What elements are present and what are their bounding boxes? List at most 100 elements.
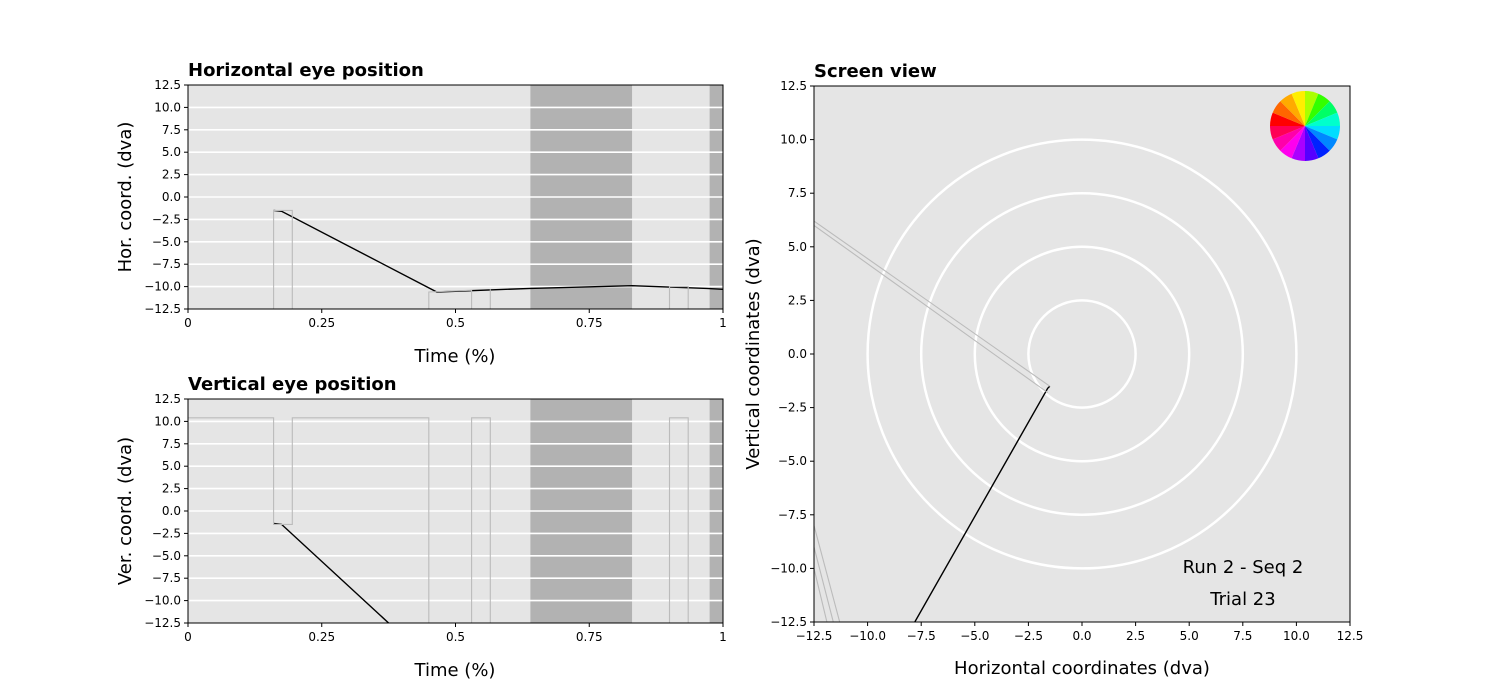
gaze-trace <box>914 385 1051 622</box>
reference-trace <box>814 220 1051 387</box>
y-tick-label: 7.5 <box>162 437 181 451</box>
color-wheel-slice <box>1305 126 1330 159</box>
reference-trace <box>814 224 1049 394</box>
grid-lines <box>188 420 723 602</box>
y-tick-label: −2.5 <box>778 401 807 415</box>
vertical-eye-position-panel: Vertical eye position 12.510.07.55.02.50… <box>115 374 727 681</box>
x-tick-label: 0.5 <box>446 630 465 644</box>
y-tick-label: −7.5 <box>152 257 181 271</box>
y-tick-label: 0.0 <box>162 504 181 518</box>
trial-annotation: Trial 23 <box>1209 589 1275 610</box>
x-tick-label: 2.5 <box>1126 629 1145 643</box>
target-circle <box>919 191 1245 517</box>
y-axis-label: Vertical coordinates (dva) <box>743 238 764 469</box>
chart-title: Screen view <box>814 61 937 82</box>
plot-frame <box>187 398 724 624</box>
x-tick-label: −10.0 <box>849 629 886 643</box>
y-tick-label: 10.0 <box>780 133 807 147</box>
target-circle <box>866 138 1298 570</box>
series-lines <box>273 209 723 309</box>
color-wheel-slice <box>1291 126 1305 161</box>
color-wheel-slice <box>1272 101 1305 126</box>
y-tick-label: −5.0 <box>152 235 181 249</box>
grid-lines <box>188 106 723 288</box>
color-wheel-slice <box>1270 112 1305 126</box>
x-tick-label: 0.5 <box>446 316 465 330</box>
x-axis-label: Horizontal coordinates (dva) <box>954 658 1210 679</box>
y-tick-label: −12.5 <box>144 302 181 316</box>
x-tick-label: 0.0 <box>1072 629 1091 643</box>
chart-title: Vertical eye position <box>188 374 397 395</box>
x-axis-label: Time (%) <box>414 346 496 367</box>
reference-trace <box>273 209 293 309</box>
x-tick-label: 0.25 <box>308 630 335 644</box>
y-tick-label: 10.0 <box>154 100 181 114</box>
color-wheel-slice <box>1291 91 1305 126</box>
target-circles <box>866 138 1298 570</box>
y-tick-label: 7.5 <box>162 123 181 137</box>
screen-view-panel: Screen view 12.5 10.0 7.5 5.0 2.5 0.0 −2.5 −5.0… <box>743 61 1363 679</box>
y-tick-label: −10.0 <box>144 280 181 294</box>
x-axis-label: Time (%) <box>414 660 496 681</box>
x-ticks: 0 0.25 0.5 0.75 1 <box>184 623 727 644</box>
reference-trace <box>814 525 841 622</box>
color-wheel-slice <box>1305 126 1340 140</box>
gaze-trace <box>273 209 723 293</box>
y-tick-label: 5.0 <box>162 459 181 473</box>
color-wheel-slice <box>1280 93 1305 126</box>
x-tick-label: −2.5 <box>1014 629 1043 643</box>
y-tick-label: 12.5 <box>154 392 181 406</box>
y-tick-label: 0.0 <box>162 190 181 204</box>
x-tick-label: 5.0 <box>1180 629 1199 643</box>
y-tick-label: −12.5 <box>144 616 181 630</box>
y-tick-label: −2.5 <box>152 526 181 540</box>
y-tick-label: 2.5 <box>162 168 181 182</box>
x-tick-label: 0.75 <box>576 630 603 644</box>
y-ticks: 12.5 10.0 7.5 5.0 2.5 0.0 −2.5 −5.0 −7.5 −10.0 −12… <box>144 392 188 630</box>
x-tick-label: 0 <box>184 316 192 330</box>
chart-title: Horizontal eye position <box>188 60 424 81</box>
series-lines <box>188 417 689 623</box>
y-tick-label: 0.0 <box>788 347 807 361</box>
x-ticks: −12.5 −10.0 −7.5 −5.0 −2.5 0.0 2.5 5.0 7.5 10.0 12… <box>796 622 1363 643</box>
plot-frame <box>813 85 1351 623</box>
y-tick-label: 7.5 <box>788 186 807 200</box>
y-ticks: 12.5 10.0 7.5 5.0 2.5 0.0 −2.5 −5.0 −7.5 −10.0 −12… <box>144 78 188 316</box>
y-tick-label: −12.5 <box>770 615 807 629</box>
x-tick-label: 1 <box>719 316 727 330</box>
color-wheel-icon <box>1270 91 1340 161</box>
y-tick-label: −10.0 <box>144 594 181 608</box>
x-tick-label: 0.75 <box>576 316 603 330</box>
horizontal-eye-position-panel: Horizontal eye position 12.510.07.55.02.… <box>115 60 727 367</box>
color-wheel-slice <box>1305 126 1338 151</box>
y-tick-label: 10.0 <box>154 414 181 428</box>
reference-trace <box>428 289 473 309</box>
y-axis-label: Ver. coord. (dva) <box>115 437 136 585</box>
y-tick-label: −7.5 <box>152 571 181 585</box>
reference-trace <box>188 417 689 623</box>
gaze-trace-lines <box>814 220 1051 622</box>
x-tick-label: 7.5 <box>1233 629 1252 643</box>
x-tick-label: 1 <box>719 630 727 644</box>
y-tick-label: 2.5 <box>162 482 181 496</box>
color-wheel-slice <box>1272 126 1305 151</box>
plot-frame <box>187 84 724 310</box>
color-wheel-slice <box>1305 126 1319 161</box>
target-circle <box>973 245 1191 463</box>
x-tick-label: −7.5 <box>907 629 936 643</box>
color-wheel-slice <box>1270 126 1305 140</box>
y-tick-label: 12.5 <box>154 78 181 92</box>
reference-trace <box>814 546 834 622</box>
y-tick-label: 5.0 <box>162 145 181 159</box>
color-wheel-slice <box>1305 112 1340 126</box>
y-tick-label: −2.5 <box>152 212 181 226</box>
x-tick-label: 0 <box>184 630 192 644</box>
y-tick-label: 2.5 <box>788 293 807 307</box>
color-wheel-slice <box>1305 101 1338 126</box>
y-tick-label: −7.5 <box>778 508 807 522</box>
reference-trace <box>814 568 828 622</box>
x-tick-label: −5.0 <box>960 629 989 643</box>
plot-background <box>814 86 1350 622</box>
y-tick-label: −5.0 <box>152 549 181 563</box>
